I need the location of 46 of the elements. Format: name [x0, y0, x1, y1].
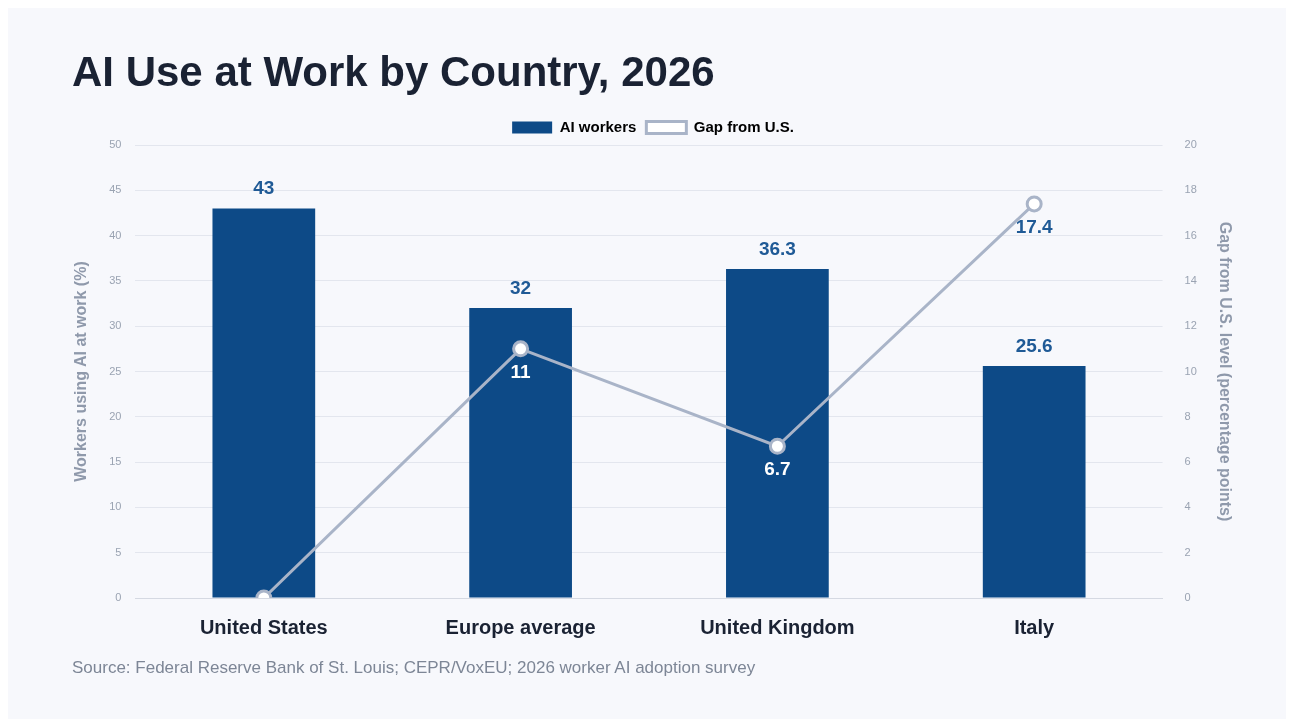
y-tick-label: 50 [109, 138, 122, 151]
data-label: 11 [510, 360, 532, 382]
y-tick-label: 10 [109, 500, 122, 513]
data-label: 17.4 [1015, 215, 1054, 237]
y-tick-label: 15 [109, 455, 122, 468]
y-tick-label: 45 [109, 183, 122, 196]
y2-tick-label: 16 [1184, 228, 1197, 241]
data-label: 43 [253, 177, 275, 199]
chart-title: AI Use at Work by Country, 2026 [72, 48, 716, 96]
x-tick-label: United States [199, 615, 328, 638]
y-tick-label: 40 [109, 228, 122, 241]
y2-tick-label: 6 [1184, 455, 1191, 468]
y2-tick-label: 14 [1184, 273, 1197, 286]
data-label: 6.7 [764, 457, 791, 479]
x-tick-label: United Kingdom [700, 615, 855, 638]
point [768, 437, 786, 455]
data-label: 36.3 [758, 237, 796, 259]
y2-tick-label: 12 [1184, 319, 1197, 332]
y2-tick-label: 8 [1184, 409, 1191, 422]
y2-tick-label: 0 [1184, 591, 1191, 604]
legend-label: Gap from U.S. [693, 117, 794, 135]
data-label: 25.6 [1015, 334, 1053, 356]
data-label: 32 [510, 276, 532, 298]
legend-label: AI workers [559, 117, 637, 135]
y2-tick-label: 18 [1184, 183, 1197, 196]
y2-tick-label: 10 [1184, 364, 1197, 377]
bar [469, 308, 572, 598]
y-tick-label: 25 [109, 364, 122, 377]
source-note: Source: Federal Reserve Bank of St. Louis; CEPR/VoxEU; 2026 worker AI adoption survey [72, 658, 757, 678]
x-tick-label: Italy [1014, 615, 1056, 638]
y2-tick-label: 4 [1184, 500, 1191, 513]
y2-tick-label: 20 [1184, 138, 1197, 151]
y-tick-label: 20 [109, 409, 122, 422]
point [512, 340, 530, 358]
y-tick-label: 30 [109, 319, 122, 332]
y2-axis-title: Gap from U.S. level (percentage points) [1216, 221, 1234, 522]
y-axis-title: Workers using AI at work (%) [72, 261, 90, 482]
y2-tick-label: 2 [1184, 545, 1191, 558]
y-tick-label: 0 [115, 591, 122, 604]
point [1025, 195, 1043, 213]
bar [982, 366, 1086, 598]
y-tick-label: 5 [115, 545, 122, 558]
bar [726, 269, 829, 598]
bar [212, 208, 316, 598]
y-tick-label: 35 [109, 273, 122, 286]
x-tick-label: Europe average [445, 615, 596, 638]
